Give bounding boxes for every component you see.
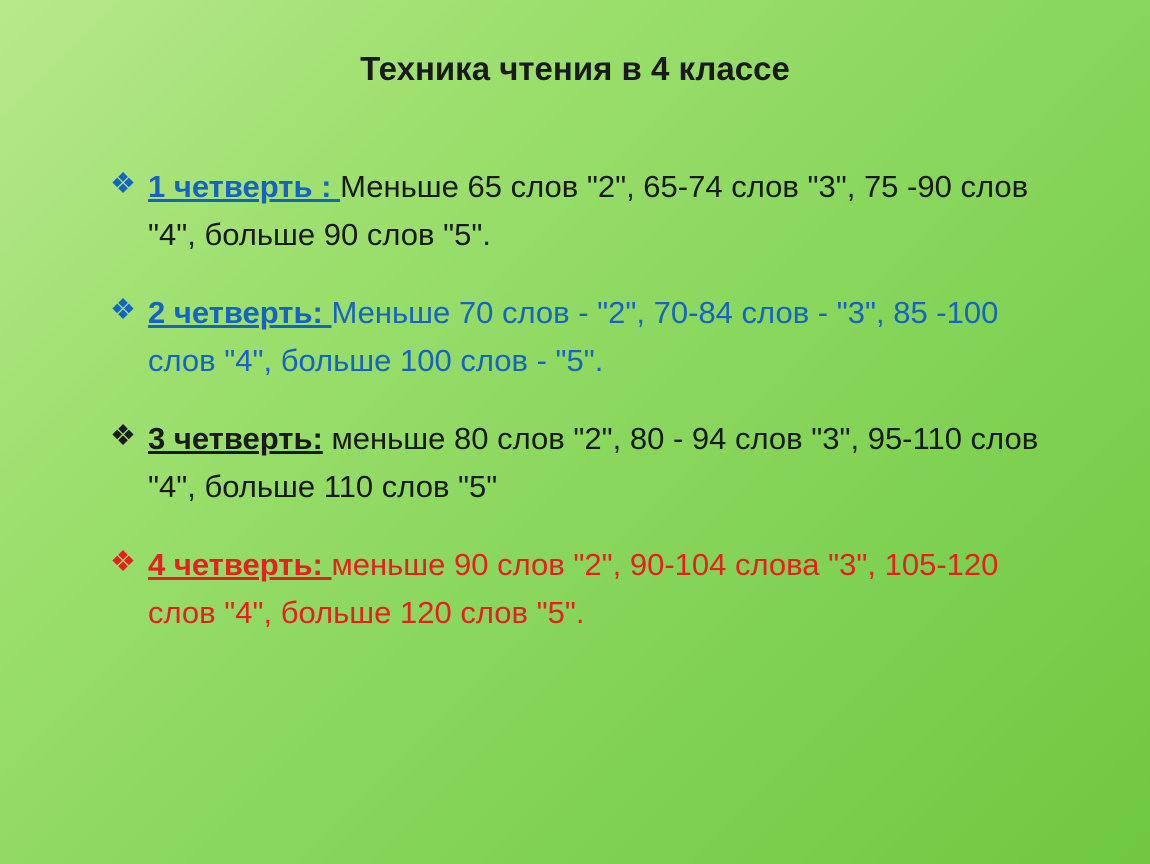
bullet-icon: ❖: [110, 289, 136, 333]
slide-title: Техника чтения в 4 классе: [80, 50, 1070, 88]
quarter-4-item: ❖ 4 четверть: меньше 90 слов "2", 90-104…: [110, 541, 1070, 637]
quarters-list: ❖ 1 четверть : Меньше 65 слов "2", 65-74…: [80, 163, 1070, 637]
quarter-1-label: 1 четверть :: [148, 169, 340, 204]
quarter-3-content: 3 четверть: меньше 80 слов "2", 80 - 94 …: [148, 415, 1070, 511]
quarter-2-label: 2 четверть:: [148, 295, 331, 330]
quarter-3-label: 3 четверть:: [148, 421, 323, 456]
quarter-1-content: 1 четверть : Меньше 65 слов "2", 65-74 с…: [148, 163, 1070, 259]
bullet-icon: ❖: [110, 415, 136, 459]
quarter-4-content: 4 четверть: меньше 90 слов "2", 90-104 с…: [148, 541, 1070, 637]
bullet-icon: ❖: [110, 541, 136, 585]
quarter-1-item: ❖ 1 четверть : Меньше 65 слов "2", 65-74…: [110, 163, 1070, 259]
quarter-2-item: ❖ 2 четверть: Меньше 70 слов - "2", 70-8…: [110, 289, 1070, 385]
quarter-3-item: ❖ 3 четверть: меньше 80 слов "2", 80 - 9…: [110, 415, 1070, 511]
quarter-2-content: 2 четверть: Меньше 70 слов - "2", 70-84 …: [148, 289, 1070, 385]
bullet-icon: ❖: [110, 163, 136, 207]
quarter-4-label: 4 четверть:: [148, 547, 331, 582]
